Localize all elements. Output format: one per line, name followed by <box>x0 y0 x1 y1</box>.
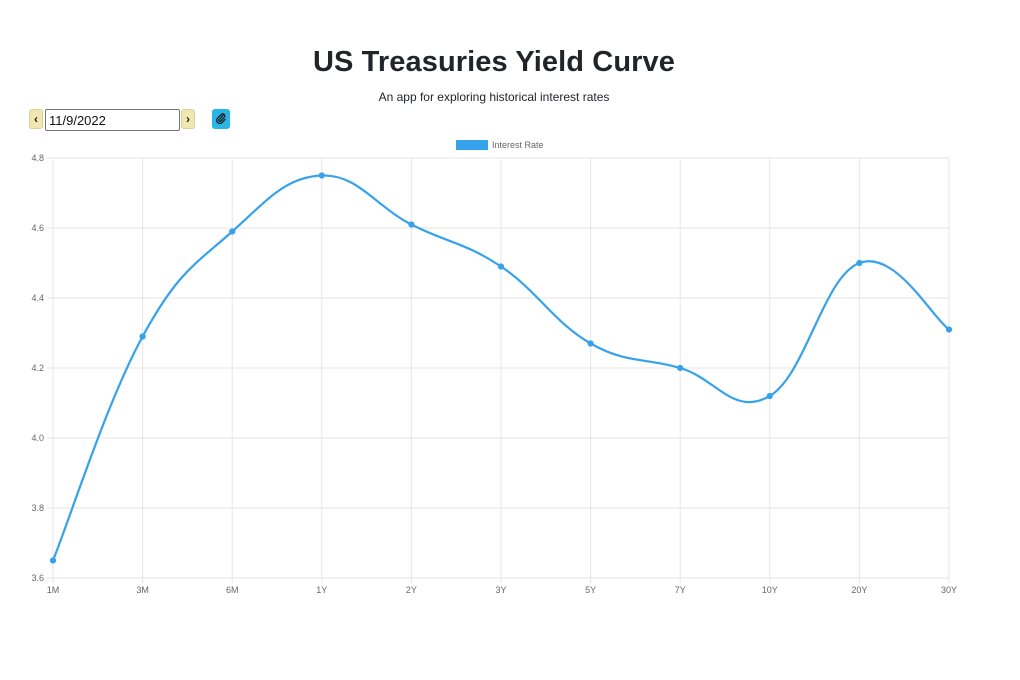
data-point-3m <box>139 333 146 340</box>
y-tick-label: 3.6 <box>31 573 44 583</box>
y-tick-label: 4.0 <box>31 433 44 443</box>
next-date-button[interactable]: › <box>181 109 195 129</box>
page-subtitle: An app for exploring historical interest… <box>378 90 610 104</box>
data-point-30y <box>945 326 953 333</box>
y-tick-label: 4.2 <box>31 363 44 373</box>
y-tick-label: 3.8 <box>31 503 44 513</box>
x-tick-label: 10Y <box>762 585 778 595</box>
share-link-button[interactable] <box>212 109 230 129</box>
data-point-10y <box>766 392 773 400</box>
data-point-1m <box>49 557 57 564</box>
x-tick-label: 20Y <box>851 585 867 595</box>
y-tick-label: 4.6 <box>31 223 44 233</box>
data-point-5y <box>587 340 594 347</box>
legend-label: Interest Rate <box>492 140 544 150</box>
legend-swatch <box>456 140 488 150</box>
x-tick-label: 1Y <box>316 585 327 595</box>
previous-date-button[interactable]: ‹ <box>29 109 43 129</box>
x-tick-label: 30Y <box>941 585 957 595</box>
data-point-20y <box>856 259 863 267</box>
x-tick-label: 7Y <box>675 585 686 595</box>
y-tick-label: 4.8 <box>31 153 44 163</box>
x-tick-label: 6M <box>226 585 239 595</box>
date-input[interactable] <box>45 109 180 131</box>
page-title: US Treasuries Yield Curve <box>313 46 675 78</box>
x-tick-label: 1M <box>47 585 60 595</box>
paperclip-icon <box>216 113 226 125</box>
data-point-3y <box>497 263 505 270</box>
x-tick-label: 3Y <box>495 585 506 595</box>
data-point-1y <box>318 172 325 179</box>
x-tick-label: 2Y <box>406 585 417 595</box>
x-tick-label: 5Y <box>585 585 596 595</box>
data-point-6m <box>229 228 236 235</box>
data-point-2y <box>408 221 415 228</box>
x-tick-label: 3M <box>136 585 149 595</box>
data-point-7y <box>677 364 684 372</box>
y-tick-label: 4.4 <box>31 293 44 303</box>
